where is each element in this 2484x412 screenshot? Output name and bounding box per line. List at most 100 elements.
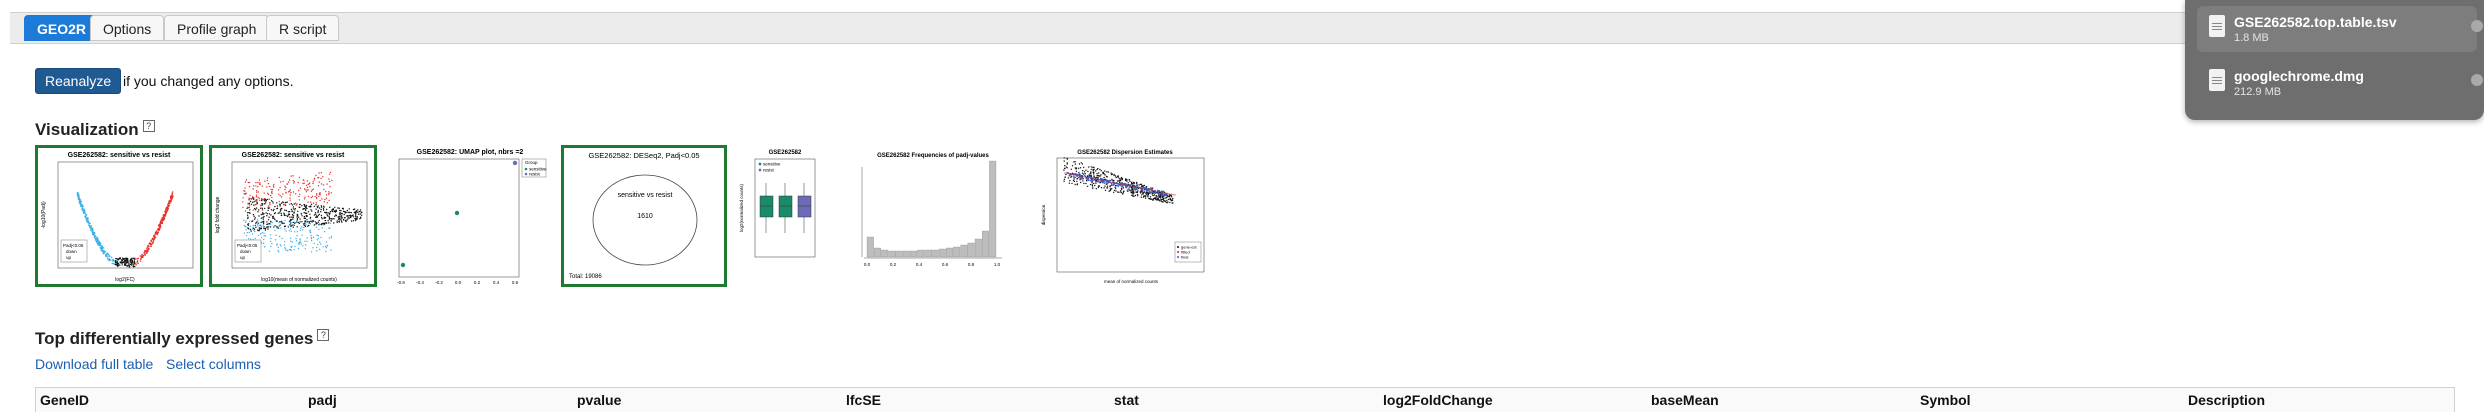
download-item[interactable]: GSE262582.top.table.tsv 1.8 MB <box>2197 6 2483 52</box>
dispersion-point <box>1081 172 1084 174</box>
dispersion-fit <box>1152 190 1154 192</box>
volcano-point <box>78 201 80 203</box>
tab-r-script[interactable]: R script <box>266 15 340 41</box>
md-point <box>288 230 290 232</box>
md-point <box>330 237 332 239</box>
column-header-pvalue[interactable]: pvalue <box>577 392 622 408</box>
md-point <box>287 211 290 213</box>
dispersion-point <box>1140 196 1142 198</box>
dispersion-point <box>1139 190 1142 192</box>
dispersion-plot-thumb[interactable]: GSE262582 Dispersion Estimates gene-est … <box>1037 145 1209 287</box>
md-point <box>263 213 265 215</box>
md-point <box>294 193 297 195</box>
volcano-point <box>92 231 95 234</box>
column-header-description[interactable]: Description <box>2188 392 2266 408</box>
tab-profile-graph[interactable]: Profile graph <box>164 15 270 41</box>
tab-options[interactable]: Options <box>90 15 165 41</box>
volcano-point <box>129 263 132 266</box>
dispersion-point <box>1166 201 1168 204</box>
volcano-plot: GSE262582: sensitive vs resist Padj<0.05… <box>41 152 194 283</box>
venn-diagram-thumb[interactable]: GSE262582: DESeq2, Padj<0.05 sensitive v… <box>561 145 727 287</box>
md-point <box>294 245 296 248</box>
md-point <box>357 209 359 211</box>
dispersion-point <box>1064 176 1066 178</box>
md-point <box>292 208 295 210</box>
volcano-plot-thumb[interactable]: GSE262582: sensitive vs resist Padj<0.05… <box>35 145 203 287</box>
md-point <box>269 185 271 188</box>
md-plot-thumb[interactable]: GSE262582: sensitive vs resist Padj<0.05… <box>209 145 377 287</box>
select-columns-link[interactable]: Select columns <box>166 356 261 372</box>
md-point <box>329 173 331 175</box>
dispersion-fit <box>1144 188 1146 190</box>
dispersion-point <box>1132 188 1134 191</box>
dispersion-point <box>1064 164 1066 167</box>
tab-geo2r[interactable]: GEO2R <box>24 15 100 41</box>
md-point <box>257 229 259 231</box>
dispersion-point <box>1122 192 1124 194</box>
md-point <box>260 217 263 219</box>
dispersion-point <box>1120 178 1122 180</box>
volcano-point <box>90 229 92 231</box>
volcano-point <box>92 233 95 235</box>
dispersion-point <box>1122 191 1125 193</box>
md-point <box>291 216 293 218</box>
volcano-point <box>107 256 109 258</box>
md-point <box>289 228 292 230</box>
histogram-bar <box>938 248 946 258</box>
legend-label: sensitive <box>529 167 547 172</box>
pvalue-histogram-thumb[interactable]: GSE262582 Frequencies of padj-values 0.0… <box>847 145 1015 287</box>
volcano-point <box>95 238 97 240</box>
umap-plot-thumb[interactable]: GSE262582: UMAP plot, nbrs =2 Group sens… <box>395 145 555 287</box>
md-point <box>288 211 291 213</box>
download-full-table-link[interactable]: Download full table <box>35 356 154 372</box>
volcano-point <box>157 231 159 234</box>
histogram-bar <box>953 246 961 258</box>
md-point <box>266 198 269 201</box>
md-point <box>323 184 325 186</box>
md-point <box>242 206 244 209</box>
column-header-log2foldchange[interactable]: log2FoldChange <box>1383 392 1493 408</box>
magnifier-icon[interactable] <box>2471 74 2483 86</box>
help-icon[interactable]: ? <box>317 329 330 341</box>
download-item[interactable]: googlechrome.dmg 212.9 MB <box>2197 60 2483 106</box>
md-point <box>278 212 280 214</box>
column-header-geneid[interactable]: GeneID <box>40 392 90 408</box>
column-header-symbol[interactable]: Symbol <box>1920 392 1971 408</box>
column-header-stat[interactable]: stat <box>1114 392 1139 408</box>
magnifier-icon[interactable] <box>2471 20 2483 32</box>
legend-label: sensitive <box>763 162 781 167</box>
help-icon[interactable]: ? <box>142 120 155 132</box>
md-point <box>279 186 281 189</box>
md-point <box>342 210 345 213</box>
md-point <box>346 211 348 214</box>
dispersion-fit <box>1162 192 1164 194</box>
dispersion-point <box>1083 173 1085 175</box>
volcano-point <box>161 217 164 220</box>
dispersion-point <box>1127 188 1129 190</box>
dispersion-title: GSE262582 Dispersion Estimates <box>1077 150 1173 156</box>
volcano-point <box>151 238 153 241</box>
md-point <box>359 218 361 220</box>
column-header-basemean[interactable]: baseMean <box>1651 392 1719 408</box>
md-point <box>271 196 273 199</box>
boxplot-thumb[interactable]: GSE262582 sensitive resist log2(normaliz… <box>733 145 829 287</box>
md-point <box>348 211 350 214</box>
volcano-point <box>161 222 163 224</box>
md-point <box>270 221 272 223</box>
dispersion-point <box>1073 180 1076 183</box>
dispersion-fit <box>1084 176 1086 178</box>
md-point <box>332 218 334 220</box>
dispersion-point <box>1166 194 1168 196</box>
md-point <box>289 203 291 205</box>
volcano-point <box>90 226 92 228</box>
dispersion-point <box>1151 193 1153 195</box>
volcano-point <box>93 234 96 237</box>
reanalyze-button[interactable]: Reanalyze <box>35 68 122 94</box>
column-header-lfcse[interactable]: lfcSE <box>846 392 882 408</box>
dispersion-point <box>1069 180 1071 182</box>
md-point <box>268 216 270 218</box>
md-point <box>282 193 284 195</box>
column-header-padj[interactable]: padj <box>308 392 337 408</box>
dispersion-point <box>1163 193 1166 195</box>
md-point <box>286 215 289 218</box>
